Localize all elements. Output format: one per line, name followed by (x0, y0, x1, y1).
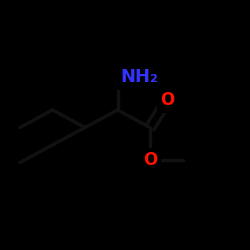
Text: O: O (160, 91, 174, 109)
Text: NH₂: NH₂ (120, 68, 158, 86)
Text: O: O (143, 151, 157, 169)
